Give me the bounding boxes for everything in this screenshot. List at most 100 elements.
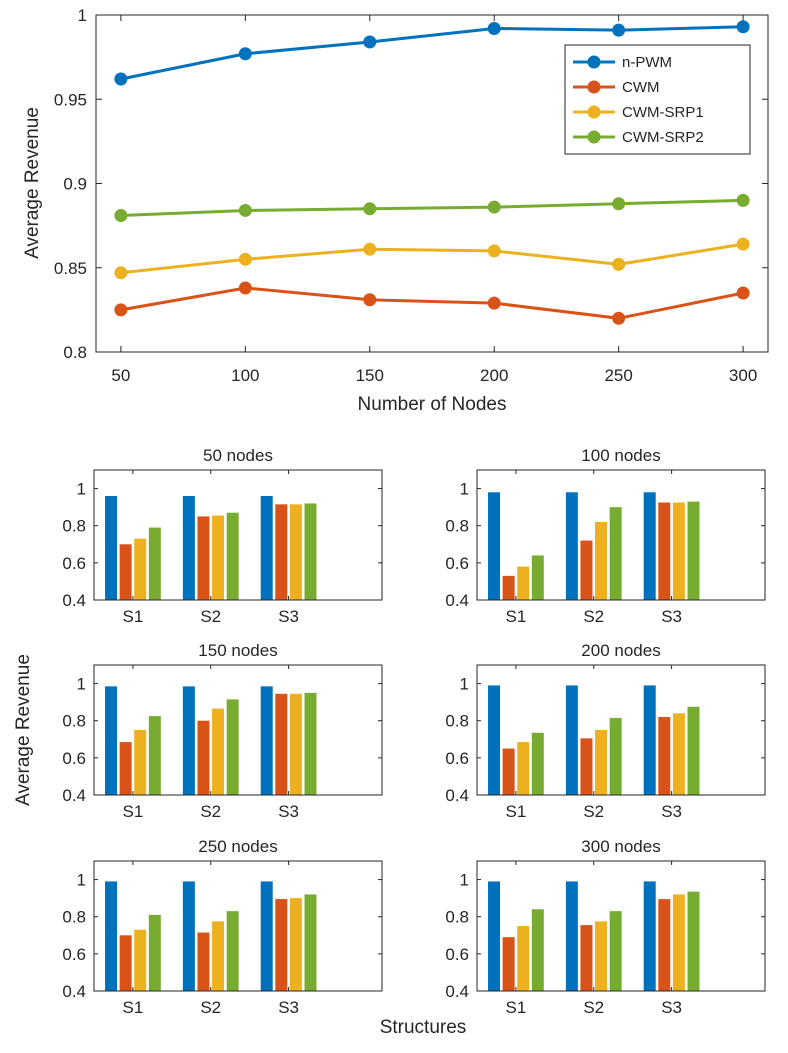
axes-box-250-nodes <box>93 860 383 992</box>
bar-200-nodes-s1-cwm-srp2 <box>531 732 544 795</box>
bar-150-nodes-s1-cwm <box>119 742 132 795</box>
ytick-label-100-nodes-0.6: 0.6 <box>445 554 469 573</box>
bar-150-nodes-s2-cwm <box>197 720 210 795</box>
point-cwm-srp1-150 <box>363 242 377 256</box>
ytick-label-100-nodes-0.8: 0.8 <box>445 517 469 536</box>
axes-box-200-nodes <box>476 664 766 796</box>
legend-label-cwm-srp1: CWM-SRP1 <box>622 104 704 121</box>
panel-title-100-nodes: 100 nodes <box>581 446 660 465</box>
bar-figure-ylabel: Average Revenue <box>13 654 34 806</box>
bar-300-nodes-s1-n-pwm <box>488 881 501 991</box>
ytick-label-300-nodes-0.6: 0.6 <box>445 945 469 964</box>
point-cwm-250 <box>612 311 626 325</box>
bar-100-nodes-s2-n-pwm <box>565 492 578 600</box>
ytick-label-300-nodes-0.8: 0.8 <box>445 908 469 927</box>
bar-100-nodes-s1-cwm-srp1 <box>517 566 530 600</box>
ytick-label-150-nodes-0.6: 0.6 <box>62 749 86 768</box>
bar-300-nodes-s1-cwm <box>502 937 515 991</box>
point-cwm-200 <box>487 296 501 310</box>
panel-title-300-nodes: 300 nodes <box>581 837 660 856</box>
point-cwm-100 <box>238 281 252 295</box>
legend-item-cwm-srp1: CWM-SRP1 <box>573 104 704 121</box>
bar-50-nodes-s1-cwm-srp1 <box>134 538 147 600</box>
bar-300-nodes-s3-cwm-srp2 <box>687 891 700 991</box>
bar-200-nodes-s1-cwm-srp1 <box>517 742 530 795</box>
ytick-label-200-nodes-0.8: 0.8 <box>445 712 469 731</box>
bar-300-nodes-s3-cwm-srp1 <box>672 894 685 991</box>
bar-150-nodes-s3-n-pwm <box>260 686 273 795</box>
point-n-pwm-50 <box>114 72 128 86</box>
xtick-label-300-nodes-s1: S1 <box>506 998 527 1017</box>
xtick-label-250-nodes-s3: S3 <box>278 998 299 1017</box>
bar-panel-200-nodes: S1 S2 S3 0.4 0.6 0.8 1 200 nodes <box>445 641 766 821</box>
bar-50-nodes-s3-cwm-srp2 <box>304 503 317 600</box>
ytick-label-200-nodes-1: 1 <box>460 675 469 694</box>
line-chart-ytick-labels: 0.8 0.85 0.9 0.95 1 <box>54 6 87 362</box>
bar-200-nodes-s3-n-pwm <box>643 685 656 795</box>
legend-label-n-pwm: n-PWM <box>622 54 672 71</box>
bar-250-nodes-s2-cwm <box>197 932 210 991</box>
bar-200-nodes-s2-n-pwm <box>565 685 578 795</box>
line-xtick-label-200: 200 <box>480 366 508 385</box>
bar-panel-100-nodes: S1 S2 S3 0.4 0.6 0.8 1 100 nodes <box>445 446 766 626</box>
bar-150-nodes-s1-n-pwm <box>105 686 118 795</box>
point-n-pwm-150 <box>363 35 377 49</box>
xtick-label-150-nodes-s3: S3 <box>278 802 299 821</box>
point-cwm-srp2-200 <box>487 200 501 214</box>
axes-box-300-nodes <box>476 860 766 992</box>
point-cwm-srp1-300 <box>736 237 750 251</box>
legend-marker-cwm-srp2 <box>587 130 601 144</box>
series-line-cwm-srp2 <box>120 198 744 218</box>
bar-figure-xlabel: Structures <box>380 1017 467 1038</box>
bar-250-nodes-s1-n-pwm <box>105 881 118 991</box>
point-cwm-srp1-100 <box>238 252 252 266</box>
bar-50-nodes-s2-cwm-srp1 <box>212 515 225 600</box>
bar-250-nodes-s3-cwm <box>275 899 288 991</box>
ytick-label-50-nodes-0.6: 0.6 <box>62 554 86 573</box>
bar-100-nodes-s2-cwm-srp2 <box>609 507 622 600</box>
bar-250-nodes-s3-cwm-srp2 <box>304 894 317 991</box>
legend-marker-cwm-srp1 <box>587 105 601 119</box>
panel-title-50-nodes: 50 nodes <box>203 446 273 465</box>
bar-300-nodes-s2-cwm <box>580 925 593 991</box>
bar-200-nodes-s2-cwm-srp1 <box>595 730 608 795</box>
bar-200-nodes-s3-cwm <box>658 717 671 795</box>
bar-50-nodes-s3-n-pwm <box>260 496 273 600</box>
bar-200-nodes-s3-cwm-srp1 <box>672 713 685 795</box>
xtick-label-100-nodes-s2: S2 <box>583 607 604 626</box>
ytick-label-50-nodes-0.4: 0.4 <box>62 591 86 610</box>
xtick-label-150-nodes-s2: S2 <box>200 802 221 821</box>
ytick-label-300-nodes-0.4: 0.4 <box>445 982 469 1001</box>
ytick-label-100-nodes-0.4: 0.4 <box>445 591 469 610</box>
point-cwm-srp1-50 <box>114 266 128 280</box>
xtick-label-250-nodes-s2: S2 <box>200 998 221 1017</box>
ytick-label-150-nodes-0.8: 0.8 <box>62 712 86 731</box>
bar-150-nodes-s3-cwm-srp2 <box>304 692 317 795</box>
bar-150-nodes-s2-cwm-srp2 <box>226 699 239 795</box>
bar-50-nodes-s1-cwm <box>119 544 132 600</box>
bar-100-nodes-s3-cwm-srp2 <box>687 501 700 600</box>
point-n-pwm-200 <box>487 21 501 35</box>
xtick-label-300-nodes-s3: S3 <box>661 998 682 1017</box>
line-ytick-label-0.85: 0.85 <box>54 259 87 278</box>
bar-300-nodes-s3-n-pwm <box>643 881 656 991</box>
xtick-label-50-nodes-s3: S3 <box>278 607 299 626</box>
point-cwm-50 <box>114 303 128 317</box>
line-ytick-label-0.9: 0.9 <box>63 175 87 194</box>
bar-100-nodes-s3-n-pwm <box>643 492 656 600</box>
bar-250-nodes-s1-cwm-srp2 <box>148 914 161 991</box>
xtick-label-250-nodes-s1: S1 <box>123 998 144 1017</box>
xtick-label-300-nodes-s2: S2 <box>583 998 604 1017</box>
bar-300-nodes-s1-cwm-srp1 <box>517 926 530 991</box>
axes-box-50-nodes <box>93 469 383 601</box>
ytick-label-50-nodes-1: 1 <box>77 480 86 499</box>
legend-marker-n-pwm <box>587 55 601 69</box>
xtick-label-100-nodes-s3: S3 <box>661 607 682 626</box>
bar-100-nodes-s3-cwm <box>658 502 671 600</box>
xtick-label-50-nodes-s1: S1 <box>123 607 144 626</box>
legend-label-cwm-srp2: CWM-SRP2 <box>622 129 704 146</box>
bar-200-nodes-s1-cwm <box>502 748 515 795</box>
bar-200-nodes-s3-cwm-srp2 <box>687 706 700 795</box>
bar-150-nodes-s3-cwm-srp1 <box>289 693 302 795</box>
